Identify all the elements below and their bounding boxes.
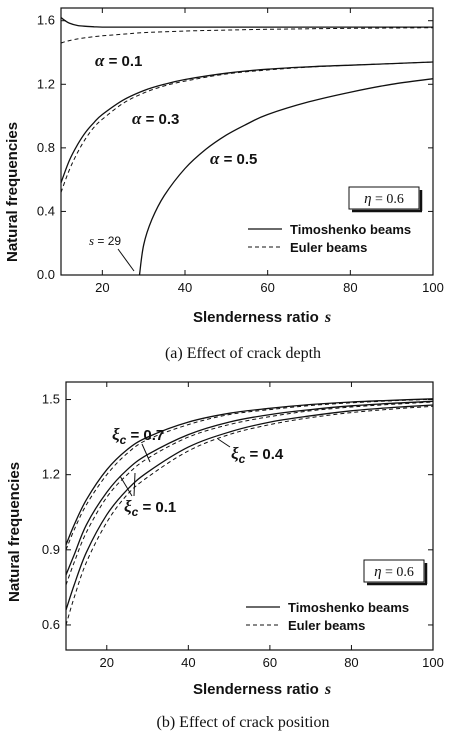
- panel-a-eta-box: η = 0.6: [348, 186, 423, 213]
- panel-b-x-tick-label: 100: [422, 655, 444, 670]
- panel-b-crack-position: 20 40 60 80 100 0.6 0.9 1.2 1.5 Natural frequenc…: [6, 381, 444, 731]
- panel-a-plot: 20 40 60 80 100 0.0 0.4 0.8 1.2 1.6: [37, 7, 444, 295]
- panel-a-annotation-s-29-arrow: [117, 248, 135, 272]
- panel-b-series-2-solid: [65, 400, 434, 576]
- panel-a-x-axis-label: Slenderness ratio s: [193, 309, 331, 326]
- panel-b-eta-text: η = 0.6: [374, 564, 414, 580]
- panel-a-series-0-solid: [60, 17, 433, 28]
- panel-a-eta-box-frame: [348, 186, 420, 210]
- panel-b-x-tick-label: 80: [344, 655, 358, 670]
- panel-b-annotation-xi-0-1-pointer-left: [119, 475, 133, 497]
- panel-b-series-4-solid: [65, 404, 434, 611]
- panel-b-annotation-xi-0-7: ξc = 0.7: [112, 425, 164, 447]
- panel-a-crack-depth: 20 40 60 80 100 0.0 0.4 0.8 1.2 1.6 Natural frequ…: [4, 7, 444, 362]
- panel-b-y-tick-label: 0.6: [42, 617, 60, 632]
- panel-a-y-tick-label: 1.6: [37, 13, 55, 28]
- panel-a-annotation-alpha-0-5: α = 0.5: [210, 149, 257, 168]
- panel-a-series-3-dashed: [60, 61, 434, 193]
- panel-a-axes-frame: [60, 7, 434, 276]
- panel-b-x-tick-label: 40: [181, 655, 195, 670]
- panel-b-series-0-solid: [65, 398, 434, 546]
- panel-b-legend-label-euler: Euler beams: [288, 618, 365, 633]
- panel-a-y-tick-label: 0.0: [37, 267, 55, 282]
- panel-b-annotation-xi-0-1: ξc = 0.1: [124, 497, 176, 519]
- panel-a-y-tick-label: 1.2: [37, 76, 55, 91]
- panel-a-x-tick-label: 60: [260, 280, 274, 295]
- panel-a-legend: Timoshenko beams Euler beams: [248, 222, 411, 255]
- panel-a-x-tick-label: 20: [95, 280, 109, 295]
- panel-a-y-axis-label: Natural frequencies: [4, 122, 21, 262]
- panel-a-eta-text: η = 0.6: [364, 191, 404, 207]
- panel-b-y-tick-label: 0.9: [42, 542, 60, 557]
- panel-b-annotation-xi-0-1-pointer-right: [133, 472, 136, 497]
- panel-a-x-tick-label: 100: [422, 280, 444, 295]
- panel-b-plot: 20 40 60 80 100 0.6 0.9 1.2 1.5: [42, 381, 444, 670]
- panel-a-caption: (a) Effect of crack depth: [165, 345, 321, 362]
- panel-b-annotation-xi-0-7-pointer: [141, 443, 151, 463]
- panel-b-x-axis-label: Slenderness ratio s: [193, 681, 331, 698]
- panel-a-series-4-solid: [138, 78, 434, 276]
- panel-b-y-tick-label: 1.5: [42, 392, 60, 407]
- panel-a-legend-label-euler: Euler beams: [290, 240, 367, 255]
- panel-b-x-tick-label: 20: [100, 655, 114, 670]
- panel-b-series-5-dashed: [65, 405, 434, 626]
- panel-a-y-tick-label: 0.8: [37, 140, 55, 155]
- panel-a-x-tick-label: 80: [343, 280, 357, 295]
- panel-b-y-tick-label: 1.2: [42, 467, 60, 482]
- panel-a-legend-label-timoshenko: Timoshenko beams: [290, 222, 411, 237]
- panel-b-x-tick-label: 60: [263, 655, 277, 670]
- panel-b-y-axis-label: Natural frequencies: [6, 462, 23, 602]
- panel-b-eta-box: η = 0.6: [363, 559, 428, 586]
- panel-b-legend: Timoshenko beams Euler beams: [246, 600, 409, 633]
- panel-b-series-1-dashed: [65, 398, 434, 550]
- panel-b-annotation-xi-0-4-pointer: [217, 438, 231, 448]
- panel-b-legend-label-timoshenko: Timoshenko beams: [288, 600, 409, 615]
- panel-b-annotation-xi-0-4: ξc = 0.4: [231, 444, 284, 466]
- panel-a-annotation-s-29: s = 29: [89, 233, 121, 248]
- panel-a-annotation-alpha-0-1: α = 0.1: [95, 51, 142, 70]
- panel-b-series-3-dashed: [65, 401, 434, 586]
- panel-b-eta-box-frame: [363, 559, 425, 583]
- panel-a-x-tick-label: 40: [178, 280, 192, 295]
- panel-a-y-tick-label: 0.4: [37, 203, 55, 218]
- panel-a-series-1-dashed: [60, 27, 434, 44]
- panel-b-axes-frame: [65, 381, 434, 651]
- panel-b-caption: (b) Effect of crack position: [157, 714, 330, 731]
- panel-a-annotation-alpha-0-3: α = 0.3: [132, 109, 179, 128]
